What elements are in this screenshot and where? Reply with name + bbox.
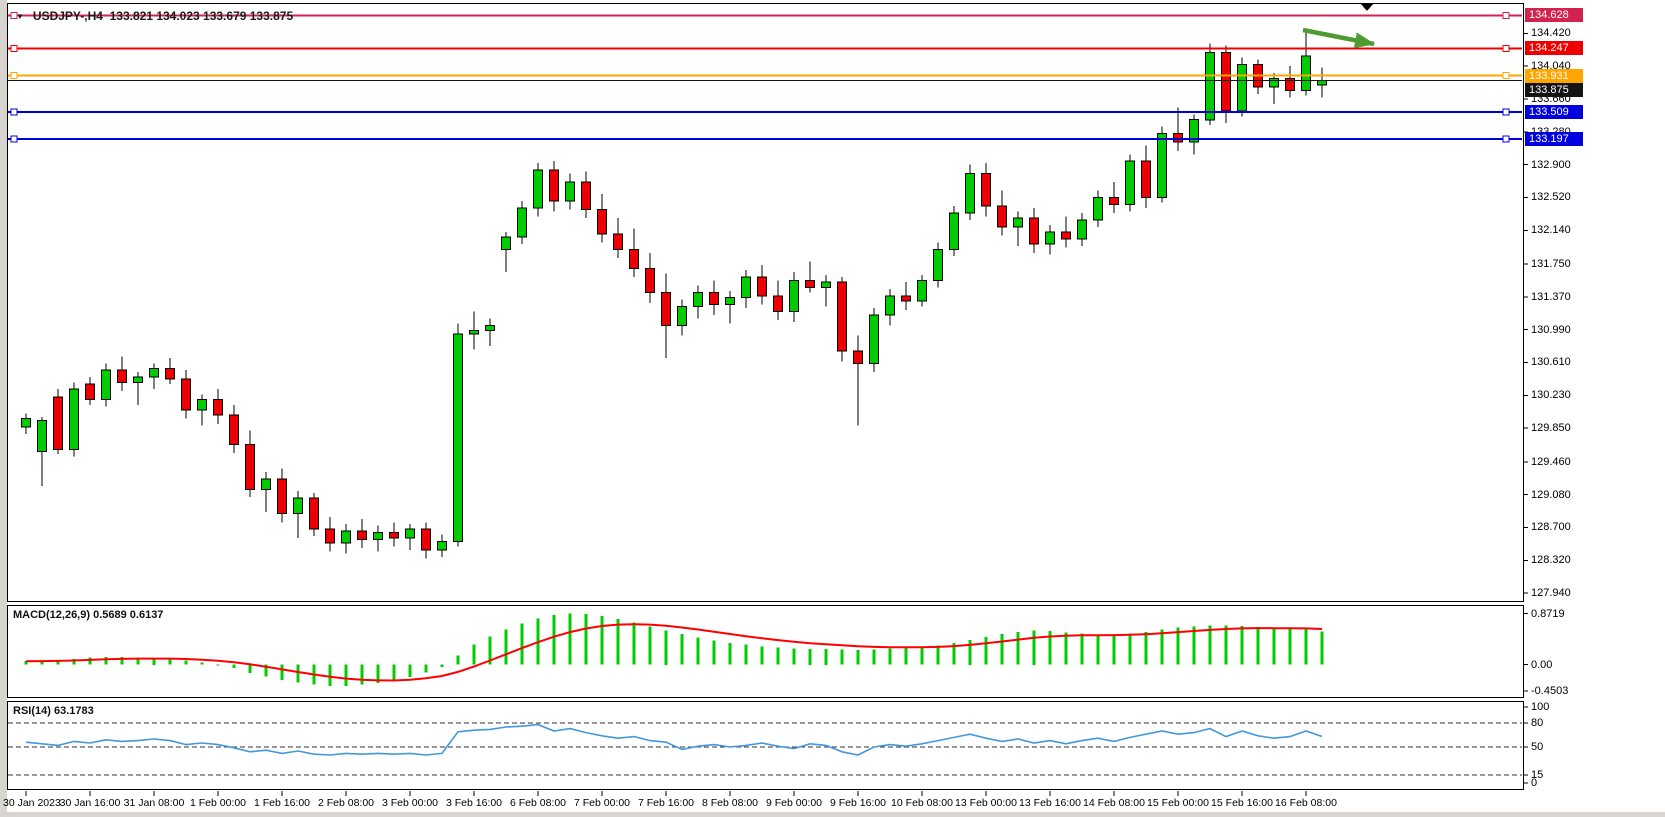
rsi-label: RSI(14) 63.1783 xyxy=(13,705,94,717)
window-left-edge xyxy=(0,0,7,817)
window-bottom-edge xyxy=(0,812,1665,817)
main-chart-panel[interactable]: ▼ USDJPY-,H4 133.821 134.023 133.679 133.… xyxy=(7,3,1524,602)
time-axis[interactable] xyxy=(7,791,1524,812)
macd-label: MACD(12,26,9) 0.5689 0.6137 xyxy=(13,609,164,621)
chart-title-ohlc: ▼ USDJPY-,H4 133.821 134.023 133.679 133.… xyxy=(16,9,293,23)
rsi-panel[interactable]: RSI(14) 63.1783 xyxy=(7,701,1524,790)
macd-panel[interactable]: MACD(12,26,9) 0.5689 0.6137 xyxy=(7,605,1524,698)
symbol-ohlc-text: USDJPY-,H4 133.821 134.023 133.679 133.8… xyxy=(32,9,294,23)
price-axis[interactable] xyxy=(1524,0,1665,812)
symbol-dropdown-icon[interactable]: ▼ xyxy=(16,12,24,21)
